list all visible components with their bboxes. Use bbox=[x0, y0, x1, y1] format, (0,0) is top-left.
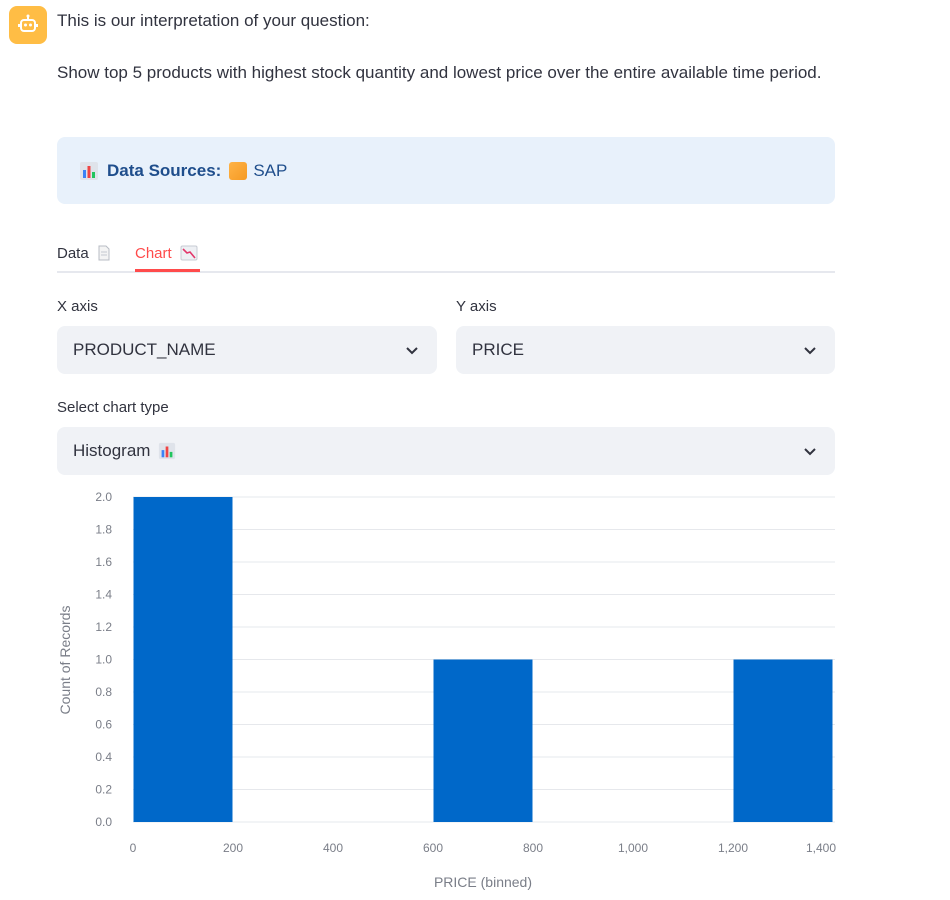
x-tick-label: 800 bbox=[523, 841, 543, 855]
x-tick-label: 600 bbox=[423, 841, 443, 855]
y-tick-label: 0.0 bbox=[95, 815, 112, 829]
tab-data[interactable]: Data bbox=[57, 238, 111, 268]
x-axis-label: X axis bbox=[57, 298, 98, 315]
data-sources-banner: Data Sources: SAP bbox=[57, 137, 835, 204]
y-tick-label: 0.2 bbox=[95, 783, 112, 797]
y-tick-label: 2.0 bbox=[95, 490, 112, 504]
x-tick-label: 400 bbox=[323, 841, 343, 855]
y-tick-label: 0.6 bbox=[95, 718, 112, 732]
y-tick-label: 0.4 bbox=[95, 750, 112, 764]
y-tick-label: 1.4 bbox=[95, 588, 112, 602]
chevron-down-icon bbox=[804, 448, 816, 456]
chevron-down-icon bbox=[406, 347, 418, 355]
chart-type-value: Histogram bbox=[73, 441, 151, 460]
interpreted-question: Show top 5 products with highest stock q… bbox=[57, 63, 822, 82]
chart-decreasing-icon bbox=[180, 245, 198, 261]
y-tick-label: 1.6 bbox=[95, 555, 112, 569]
histogram-bar bbox=[433, 659, 533, 822]
tab-chart[interactable]: Chart bbox=[135, 238, 198, 268]
chart-type-select[interactable]: Histogram bbox=[57, 427, 835, 475]
y-axis-label: Y axis bbox=[456, 298, 497, 315]
y-tick-label: 1.8 bbox=[95, 523, 112, 537]
x-tick-label: 0 bbox=[130, 841, 137, 855]
y-tick-label: 1.2 bbox=[95, 620, 112, 634]
tab-data-label: Data bbox=[57, 244, 89, 262]
bar-chart-icon bbox=[80, 161, 98, 180]
bar-chart-icon bbox=[159, 442, 176, 460]
x-axis-select[interactable]: PRODUCT_NAME bbox=[57, 326, 437, 374]
data-source-value: SAP bbox=[253, 160, 288, 180]
data-sources-label: Data Sources: bbox=[107, 160, 222, 180]
x-tick-label: 200 bbox=[223, 841, 243, 855]
active-tab-indicator bbox=[135, 269, 200, 272]
assistant-avatar bbox=[9, 6, 47, 44]
x-tick-label: 1,400 bbox=[806, 841, 836, 855]
histogram-chart: 0.0 0.2 0.4 0.6 0.8 1.0 1.2 1.4 1.6 1.8 2.0 0 200 40… bbox=[57, 490, 836, 890]
tab-chart-label: Chart bbox=[135, 244, 172, 262]
result-tabs: Data Chart bbox=[57, 229, 835, 273]
y-axis-title: Count of Records bbox=[57, 606, 73, 715]
x-tick-label: 1,000 bbox=[618, 841, 648, 855]
chart-type-label: Select chart type bbox=[57, 399, 169, 416]
sap-icon bbox=[229, 161, 248, 180]
interpretation-intro: This is our interpretation of your quest… bbox=[57, 11, 370, 30]
y-axis-select[interactable]: PRICE bbox=[456, 326, 835, 374]
y-axis-value: PRICE bbox=[472, 340, 524, 359]
histogram-bar bbox=[733, 659, 833, 822]
x-axis-title: PRICE (binned) bbox=[434, 874, 532, 890]
robot-icon bbox=[18, 14, 38, 32]
histogram-bar bbox=[133, 497, 233, 822]
y-tick-label: 1.0 bbox=[95, 653, 112, 667]
x-tick-label: 1,200 bbox=[718, 841, 748, 855]
document-icon bbox=[98, 245, 110, 261]
chevron-down-icon bbox=[804, 347, 816, 355]
y-tick-label: 0.8 bbox=[95, 685, 112, 699]
x-axis-value: PRODUCT_NAME bbox=[73, 340, 216, 359]
